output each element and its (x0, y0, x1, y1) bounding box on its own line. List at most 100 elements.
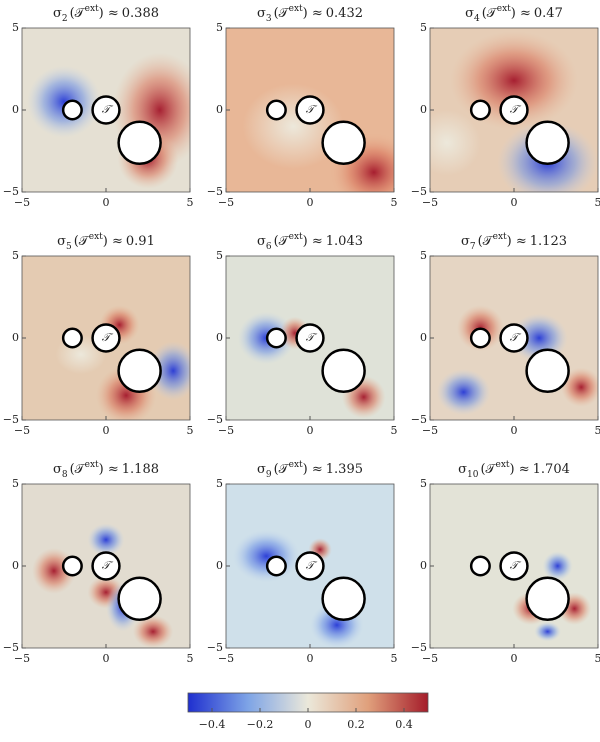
field-blob (430, 110, 481, 176)
x-tick-label: 0 (103, 652, 110, 665)
obstacle-disk (525, 120, 570, 166)
y-tick-label: −5 (207, 185, 223, 198)
title-index: 6 (266, 242, 272, 252)
title-symbol: σ (257, 462, 266, 477)
title-value: 0.47 (534, 6, 563, 21)
title-superscript: ext (85, 4, 99, 14)
title-value: 1.123 (530, 234, 567, 249)
title-argument: (𝒯 (478, 234, 495, 249)
panel-title: σ6 (𝒯ext) ≈1.043 (257, 232, 363, 252)
title-value: 1.395 (326, 462, 363, 477)
obstacle-disk (499, 323, 529, 353)
obstacle-disk (91, 95, 121, 125)
obstacle-disk (117, 576, 162, 622)
x-tick-label: 5 (391, 424, 398, 437)
x-tick-label: −5 (218, 196, 234, 209)
title-value: 0.388 (122, 6, 159, 21)
title-value: 1.704 (533, 462, 570, 477)
y-tick-label: 0 (12, 331, 19, 344)
y-tick-label: −5 (411, 413, 427, 426)
x-tick-label: 0 (511, 196, 518, 209)
title-superscript: ext (289, 4, 303, 14)
obstacle-disk (321, 348, 366, 394)
title-symbol: σ (461, 234, 470, 249)
panel-title: σ7 (𝒯ext) ≈1.123 (461, 232, 567, 252)
y-tick-label: 5 (420, 477, 427, 490)
title-symbol: σ (458, 462, 467, 477)
field-blob (561, 367, 598, 407)
x-tick-label: 5 (187, 424, 194, 437)
title-index: 5 (66, 242, 72, 252)
title-superscript: ext (89, 232, 103, 242)
colorbar-tick-label: 0.4 (395, 718, 413, 731)
x-tick-label: 5 (187, 196, 194, 209)
y-tick-label: 5 (216, 249, 223, 262)
title-symbol: σ (57, 234, 66, 249)
obstacle-disk (265, 99, 287, 121)
field-blob (148, 341, 190, 401)
y-tick-label: −5 (207, 413, 223, 426)
title-symbol: σ (257, 234, 266, 249)
colorbar: −0.4 −0.2 0 0.2 0.4 (187, 692, 429, 731)
title-relation: ) ≈ (99, 6, 119, 21)
y-tick-label: 0 (420, 103, 427, 116)
title-argument: (𝒯 (74, 234, 91, 249)
x-tick-label: 0 (307, 424, 314, 437)
x-tick-label: 5 (187, 652, 194, 665)
field-blob (232, 529, 300, 583)
title-superscript: ext (289, 460, 303, 470)
panel-title: σ3 (𝒯ext) ≈0.432 (257, 4, 363, 24)
obstacle-disk (469, 555, 491, 577)
x-tick-label: 0 (511, 652, 518, 665)
title-argument: (𝒯 (274, 6, 291, 21)
obstacle-disk (117, 348, 162, 394)
panel: σ5 (𝒯ext) ≈0.91𝒯−5 0 5−505 (3, 232, 194, 438)
x-tick-label: −5 (14, 652, 30, 665)
x-tick-label: 0 (307, 652, 314, 665)
obstacle-disk (321, 120, 366, 166)
title-argument: (𝒯 (70, 6, 87, 21)
panel-title: σ4 (𝒯ext) ≈0.47 (465, 4, 563, 24)
title-index: 10 (467, 470, 479, 480)
obstacle-disk (525, 348, 570, 394)
heatmap-field (226, 484, 394, 648)
x-tick-label: −5 (422, 196, 438, 209)
obstacle-disk (295, 323, 325, 353)
y-tick-label: 0 (216, 103, 223, 116)
obstacle-disk (295, 551, 325, 581)
obstacle-disk (321, 576, 366, 622)
y-tick-label: −5 (3, 641, 19, 654)
x-tick-label: −5 (14, 424, 30, 437)
title-index: 4 (474, 14, 480, 24)
x-tick-label: 0 (103, 424, 110, 437)
title-symbol: σ (465, 6, 474, 21)
title-relation: ) ≈ (99, 462, 119, 477)
title-relation: ) ≈ (510, 462, 530, 477)
obstacle-disk (61, 555, 83, 577)
y-tick-label: 0 (12, 103, 19, 116)
title-value: 0.91 (126, 234, 155, 249)
obstacle-disk (525, 576, 570, 622)
y-tick-label: 5 (420, 249, 427, 262)
obstacle-disk (61, 99, 83, 121)
y-tick-label: 5 (216, 477, 223, 490)
title-argument: (𝒯 (274, 234, 291, 249)
title-value: 1.188 (122, 462, 159, 477)
obstacle-disk (265, 555, 287, 577)
y-tick-label: −5 (3, 413, 19, 426)
obstacle-disk (469, 327, 491, 349)
field-blob (27, 65, 101, 138)
title-index: 8 (62, 470, 68, 480)
x-tick-label: 5 (595, 424, 600, 437)
panel-title: σ8 (𝒯ext) ≈1.188 (53, 460, 159, 480)
title-superscript: ext (85, 460, 99, 470)
y-tick-label: 0 (12, 559, 19, 572)
title-relation: ) ≈ (511, 6, 531, 21)
title-relation: ) ≈ (303, 234, 323, 249)
x-tick-label: 5 (391, 196, 398, 209)
